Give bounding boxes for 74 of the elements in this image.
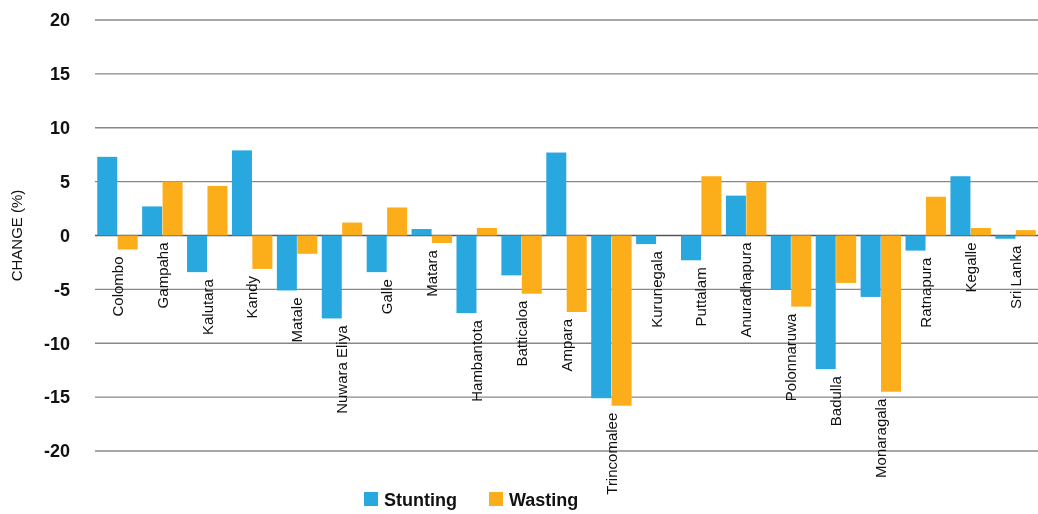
bar bbox=[501, 235, 522, 276]
x-tick-label: Matara bbox=[423, 249, 441, 297]
bar bbox=[476, 227, 497, 236]
x-tick-label: Batticaloa bbox=[512, 300, 530, 367]
bar bbox=[791, 235, 812, 307]
legend-label: Stunting bbox=[384, 490, 457, 511]
bar bbox=[431, 235, 452, 244]
bar bbox=[366, 235, 387, 273]
bar bbox=[905, 235, 926, 251]
bar bbox=[681, 235, 702, 261]
bar bbox=[546, 152, 567, 236]
y-tick-label: -5 bbox=[53, 279, 70, 300]
y-axis-title: CHANGE (%) bbox=[8, 189, 25, 282]
bar bbox=[321, 235, 342, 319]
bar bbox=[187, 235, 208, 273]
x-tick-label: Ampara bbox=[557, 318, 575, 372]
x-tick-label: Monaragala bbox=[872, 398, 890, 478]
x-tick-label: Kurunegala bbox=[647, 250, 665, 328]
bar bbox=[207, 185, 228, 236]
bar bbox=[521, 235, 542, 294]
bar bbox=[411, 229, 432, 236]
bar bbox=[770, 235, 791, 290]
bar bbox=[297, 235, 318, 254]
bar bbox=[701, 176, 722, 236]
y-tick-label: 20 bbox=[49, 10, 70, 31]
bar bbox=[231, 150, 252, 236]
x-tick-label: Matale bbox=[288, 297, 306, 343]
bar bbox=[836, 235, 857, 283]
bar bbox=[276, 235, 297, 291]
bar bbox=[566, 235, 587, 312]
x-tick-label: Puttalam bbox=[692, 267, 710, 327]
bar bbox=[881, 235, 902, 392]
bar bbox=[860, 235, 881, 297]
x-tick-label: Polonnaruwa bbox=[782, 312, 800, 402]
y-tick-label: 15 bbox=[49, 64, 70, 85]
bar bbox=[950, 176, 971, 236]
bar bbox=[342, 222, 363, 236]
bar bbox=[387, 207, 408, 236]
bar bbox=[456, 235, 477, 314]
y-tick-label: 10 bbox=[49, 118, 70, 139]
y-tick-label: 5 bbox=[59, 171, 70, 192]
x-tick-label: Badulla bbox=[827, 375, 845, 427]
bar bbox=[252, 235, 273, 269]
x-tick-label: Nuwara Eliya bbox=[333, 324, 351, 414]
x-tick-label: Kandy bbox=[243, 275, 261, 319]
bar bbox=[1015, 230, 1036, 236]
bar bbox=[815, 235, 836, 370]
x-tick-label: Sri Lanka bbox=[1006, 245, 1024, 310]
bar bbox=[162, 181, 183, 236]
legend-label: Wasting bbox=[509, 490, 579, 511]
y-tick-label: -10 bbox=[43, 333, 70, 354]
bar bbox=[925, 196, 946, 236]
y-tick-label: -15 bbox=[43, 387, 70, 408]
x-tick-label: Ratnapura bbox=[916, 256, 934, 328]
bar bbox=[970, 227, 991, 236]
bar bbox=[117, 235, 138, 250]
bar bbox=[746, 181, 767, 236]
x-tick-label: Gampaha bbox=[153, 241, 171, 309]
x-tick-label: Kegalle bbox=[961, 242, 979, 293]
bar bbox=[995, 235, 1016, 239]
x-tick-label: Galle bbox=[378, 279, 396, 315]
x-tick-label: Anuradhapura bbox=[737, 241, 755, 338]
x-tick-label: Hambantota bbox=[467, 319, 485, 402]
bar bbox=[611, 235, 632, 406]
bar bbox=[142, 206, 163, 236]
x-tick-label: Colombo bbox=[108, 256, 126, 317]
bar bbox=[97, 156, 118, 236]
y-tick-label: -20 bbox=[43, 441, 70, 462]
bar bbox=[591, 235, 612, 399]
bar bbox=[725, 195, 746, 236]
x-tick-label: Kalutara bbox=[198, 278, 216, 336]
bar bbox=[636, 235, 657, 245]
x-tick-label: Trincomalee bbox=[602, 412, 620, 495]
y-tick-label: 0 bbox=[59, 225, 70, 246]
